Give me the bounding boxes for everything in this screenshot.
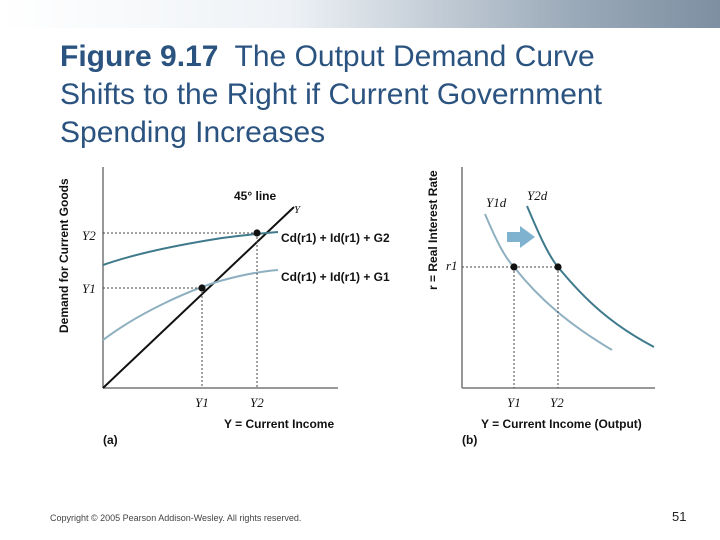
panel-a-y-axis-label: Demand for Current Goods [57,178,71,333]
demand-curve-y1d [484,213,613,351]
title-line-1: Figure 9.17 The Output Demand Curve [60,38,700,76]
tick-y2-vertical-axis: Y2 [82,228,96,243]
tick-r1: r1 [446,258,458,273]
equilibrium-point-y1 [510,263,518,271]
curve-g2-label: Cd(r1) + Id(r1) + G2 [281,231,390,245]
copyright-footer: Copyright © 2005 Pearson Addison-Wesley.… [50,513,302,523]
title-line-3: Spending Increases [60,116,326,149]
equilibrium-point-y2 [554,263,562,271]
title-line-1-rest: The Output Demand Curve [234,40,595,73]
panel-b-tag: (b) [462,433,477,447]
panel-a-x-axis-label: Y = Current Income [224,417,334,431]
tick-y2-b: Y2 [550,395,564,410]
tick-y1-vertical-axis: Y1 [82,281,96,296]
equilibrium-point-g1 [198,284,206,292]
slide-title: Figure 9.17 The Output Demand Curve Shif… [60,38,700,152]
panel-a-tag: (a) [103,433,118,447]
demand-curve-g1 [102,269,279,341]
panel-b-y-axis-label: r = Real Interest Rate [426,170,440,290]
figure-label: Figure 9.17 [60,40,219,73]
tick-y2-horizontal-axis: Y2 [250,395,264,410]
top-gradient-bar [0,0,720,28]
panel-b: r = Real Interest Rate Y1d Y2d r1 Y1 Y2 … [426,167,655,447]
panel-b-x-axis-label: Y = Current Income (Output) [481,417,642,431]
curve-y2d-label: Y2d [527,188,548,203]
line-45-y-label: Y [294,204,302,216]
shift-right-arrow [507,226,535,248]
demand-curve-g2 [102,231,279,266]
demand-curve-y2d [526,205,655,348]
line-45-degree [102,206,295,389]
title-line-2: Shifts to the Right if Current Governmen… [60,78,602,111]
line-45-label: 45° line [234,189,276,203]
panel-a: Demand for Current Goods 45° line Y Cd(r… [57,167,390,447]
tick-y1-b: Y1 [507,395,521,410]
curve-g1-label: Cd(r1) + Id(r1) + G1 [281,270,390,284]
curve-y1d-label: Y1d [486,195,507,210]
equilibrium-point-g2 [253,229,261,237]
page-number: 51 [672,509,687,524]
tick-y1-horizontal-axis: Y1 [195,395,209,410]
